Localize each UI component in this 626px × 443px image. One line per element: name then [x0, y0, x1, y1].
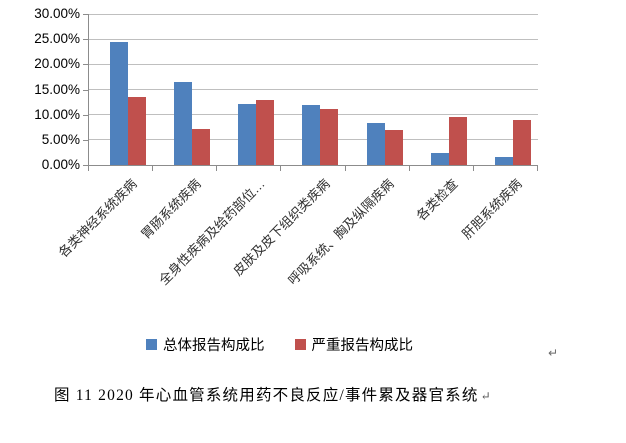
bar-serious — [384, 129, 403, 165]
bar-total — [494, 156, 513, 165]
x-category-label: 全身性疾病及给药部位… — [156, 176, 269, 288]
figure-caption: 图 11 2020 年心血管系统用药不良反应/事件累及器官系统 ↵ — [54, 383, 491, 405]
x-tick-mark — [344, 166, 346, 171]
bar-serious — [192, 129, 211, 165]
y-tick-mark — [83, 114, 88, 116]
bar-total — [366, 123, 385, 165]
caption-text: 图 11 2020 年心血管系统用药不良反应/事件累及器官系统 — [54, 387, 479, 404]
x-tick-mark — [88, 166, 89, 171]
y-tick-mark — [83, 139, 88, 141]
bar-total — [110, 41, 128, 165]
paragraph-mark-icon: ↵ — [480, 389, 491, 403]
y-tick-label: 0.00% — [41, 157, 80, 172]
x-category-label: 肝胆系统疾病 — [458, 176, 525, 242]
y-tick-mark — [83, 39, 88, 41]
bar-total — [430, 152, 449, 165]
chart-legend: 总体报告构成比 严重报告构成比 — [146, 334, 413, 355]
x-tick-mark — [472, 166, 474, 171]
x-category-label: 呼吸系统、胸及纵隔疾病 — [284, 176, 397, 288]
bar-serious — [512, 120, 531, 165]
x-tick-mark — [537, 166, 538, 171]
legend-item-serious-reports: 严重报告构成比 — [294, 334, 414, 355]
bar-total — [238, 103, 257, 165]
bar-serious — [448, 117, 467, 165]
y-tick-mark — [83, 165, 88, 166]
y-tick-label: 10.00% — [34, 106, 80, 122]
gridline — [89, 13, 538, 15]
gridline — [89, 63, 538, 65]
x-category-label: 各类检查 — [413, 176, 461, 224]
plot-area — [88, 13, 538, 166]
x-category-label: 胃肠系统疾病 — [138, 176, 204, 242]
x-tick-mark — [408, 166, 410, 171]
y-tick-label: 25.00% — [34, 31, 80, 47]
y-tick-mark — [83, 64, 88, 66]
bar-serious — [128, 96, 146, 165]
gridline — [89, 89, 538, 90]
x-tick-mark — [216, 166, 218, 171]
x-tick-mark — [152, 166, 154, 171]
legend-item-total-reports: 总体报告构成比 — [146, 334, 265, 355]
gridline — [89, 38, 538, 40]
y-tick-label: 5.00% — [41, 131, 80, 147]
y-tick-mark — [83, 14, 88, 15]
x-tick-mark — [280, 166, 282, 171]
bar-serious — [256, 99, 275, 165]
y-tick-label: 20.00% — [34, 56, 80, 72]
y-tick-label: 15.00% — [34, 81, 80, 97]
bar-serious — [320, 108, 339, 165]
legend-label-serious: 严重报告构成比 — [311, 338, 414, 354]
y-tick-label: 30.00% — [34, 6, 80, 21]
y-tick-mark — [83, 89, 88, 91]
x-category-label: 各类神经系统疾病 — [55, 176, 140, 261]
bar-chart[interactable]: 0.00% 5.00% 10.00% 15.00% 20.00% 25.00% 30.00%… — [0, 0, 626, 370]
bar-total — [302, 104, 321, 165]
legend-swatch-blue — [146, 339, 157, 350]
legend-swatch-red — [294, 339, 306, 350]
paragraph-mark-icon: ↵ — [548, 346, 559, 360]
legend-label-total: 总体报告构成比 — [163, 338, 265, 354]
bar-total — [174, 81, 193, 165]
